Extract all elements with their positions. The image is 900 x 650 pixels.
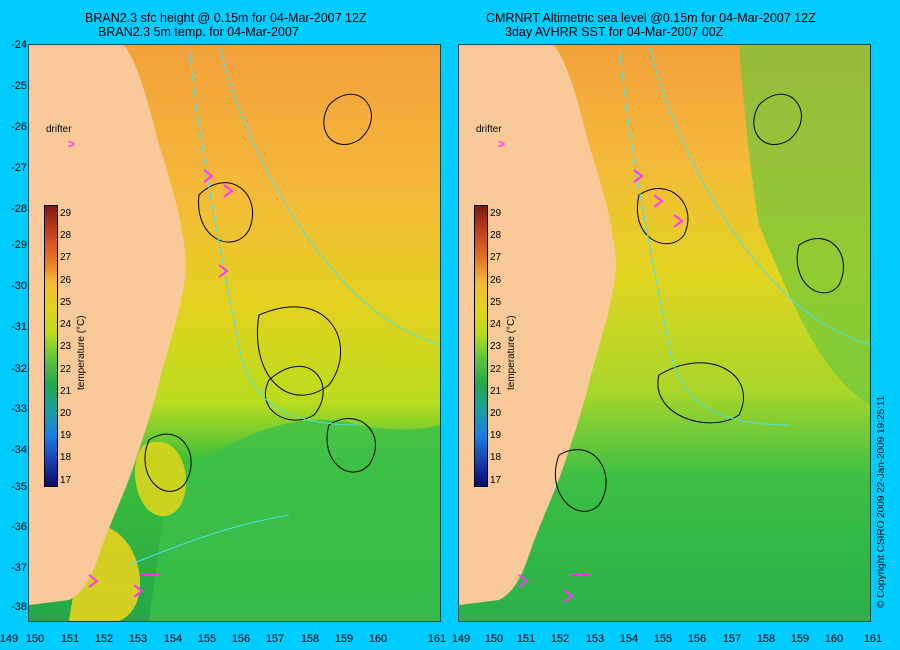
x-tick-label: 154 — [163, 633, 183, 645]
cb-tick: 29 — [490, 208, 502, 219]
y-tick-label: -24 — [11, 39, 27, 51]
x-tick-label: 149 — [0, 633, 19, 645]
cb-tick: 28 — [490, 230, 502, 241]
x-tick-label: 156 — [687, 633, 707, 645]
cyan-contours — [128, 45, 440, 566]
cb-tick: 24 — [60, 319, 72, 330]
x-tick-label: 152 — [550, 633, 570, 645]
right-title-line2: 3day AVHRR SST for 04-Mar-2007 00Z — [505, 25, 724, 39]
y-tick-label: -37 — [11, 562, 27, 574]
left-title-line1: BRAN2.3 sfc height @ 0.15m for 04-Mar-20… — [85, 11, 367, 25]
left-drifter-legend-symbol: > — [68, 137, 76, 151]
cold-water-region — [149, 419, 440, 621]
cb-tick: 26 — [490, 275, 502, 286]
ssh-contours — [144, 93, 376, 492]
cb-tick: 23 — [60, 341, 72, 352]
left-map-svg — [29, 45, 440, 621]
x-tick-label: 153 — [128, 633, 148, 645]
cb-tick: 22 — [60, 364, 72, 375]
y-tick-label: -29 — [11, 239, 27, 251]
x-tick-label: 155 — [653, 633, 673, 645]
cyan-contours — [618, 45, 870, 426]
right-drifter-legend-symbol: > — [498, 137, 506, 151]
y-tick-label: -28 — [11, 203, 27, 215]
y-tick-label: -31 — [11, 321, 27, 333]
x-tick-label: 161 — [427, 633, 447, 645]
right-colorbar-unit: temperature (°C) — [506, 315, 517, 390]
y-tick-label: -33 — [11, 403, 27, 415]
x-tick-label: 153 — [585, 633, 605, 645]
right-map-panel — [458, 44, 871, 622]
cb-tick: 25 — [60, 297, 72, 308]
cb-tick: 23 — [490, 341, 502, 352]
cb-tick: 24 — [490, 319, 502, 330]
right-drifter-legend-label: drifter — [476, 124, 502, 135]
right-colorbar — [474, 205, 488, 487]
y-tick-label: -32 — [11, 363, 27, 375]
left-colorbar-unit: temperature (°C) — [76, 315, 87, 390]
drifter-tracks — [88, 169, 234, 598]
ssh-contours — [554, 93, 844, 512]
x-tick-label: 156 — [231, 633, 251, 645]
y-tick-label: -26 — [11, 121, 27, 133]
x-tick-label: 157 — [722, 633, 742, 645]
x-tick-label: 159 — [334, 633, 354, 645]
y-tick-label: -25 — [11, 80, 27, 92]
cb-tick: 29 — [60, 208, 72, 219]
cool-water-east — [739, 45, 870, 405]
x-tick-label: 155 — [197, 633, 217, 645]
cb-tick: 17 — [60, 475, 72, 486]
left-colorbar — [44, 205, 58, 487]
cb-tick: 18 — [60, 452, 72, 463]
right-title-line1: CMRNRT Altimetric sea level @0.15m for 0… — [486, 11, 816, 25]
land — [459, 45, 617, 605]
x-tick-label: 157 — [265, 633, 285, 645]
cb-tick: 18 — [490, 452, 502, 463]
y-tick-label: -34 — [11, 444, 27, 456]
cb-tick: 26 — [60, 275, 72, 286]
x-tick-label: 150 — [25, 633, 45, 645]
cb-tick: 20 — [490, 408, 502, 419]
right-map-svg — [459, 45, 870, 621]
copyright-notice: © Copyright CSIRO 2009 22-Jan-2009 19:25… — [876, 395, 887, 608]
x-tick-label: 160 — [368, 633, 388, 645]
cb-tick: 21 — [60, 386, 72, 397]
cb-tick: 21 — [490, 386, 502, 397]
cb-tick: 22 — [490, 364, 502, 375]
x-tick-label: 150 — [484, 633, 504, 645]
x-tick-label: 158 — [756, 633, 776, 645]
left-title-line2: BRAN2.3 5m temp. for 04-Mar-2007 — [98, 25, 299, 39]
y-tick-label: -30 — [11, 280, 27, 292]
x-tick-label: 161 — [863, 633, 883, 645]
land — [29, 45, 187, 605]
cb-tick: 17 — [490, 475, 502, 486]
x-tick-label: 154 — [619, 633, 639, 645]
left-map-panel — [28, 44, 441, 622]
x-tick-label: 151 — [60, 633, 80, 645]
x-tick-label: 151 — [516, 633, 536, 645]
cb-tick: 27 — [60, 252, 72, 263]
y-tick-label: -38 — [11, 601, 27, 613]
cb-tick: 19 — [490, 430, 502, 441]
x-tick-label: 149 — [451, 633, 471, 645]
cb-tick: 19 — [60, 430, 72, 441]
x-tick-label: 160 — [824, 633, 844, 645]
cb-tick: 20 — [60, 408, 72, 419]
cb-tick: 28 — [60, 230, 72, 241]
cb-tick: 27 — [490, 252, 502, 263]
x-tick-label: 158 — [300, 633, 320, 645]
y-tick-label: -36 — [11, 521, 27, 533]
left-drifter-legend-label: drifter — [46, 124, 72, 135]
eddy-warm-core — [134, 441, 187, 517]
y-tick-label: -35 — [11, 481, 27, 493]
x-tick-label: 159 — [790, 633, 810, 645]
x-tick-label: 152 — [94, 633, 114, 645]
y-tick-label: -27 — [11, 162, 27, 174]
drifter-tracks — [518, 169, 684, 603]
cb-tick: 25 — [490, 297, 502, 308]
